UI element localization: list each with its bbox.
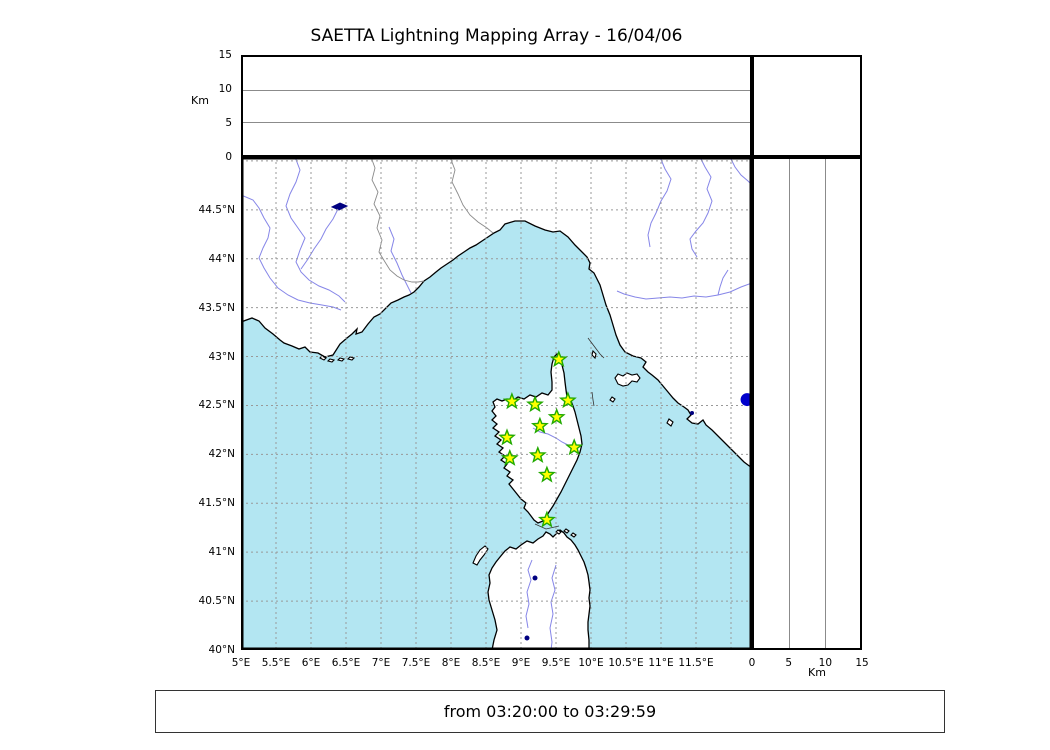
map-frame xyxy=(241,157,752,650)
river xyxy=(717,269,729,296)
lon-tick-label: 6.5°E xyxy=(331,657,361,669)
station-star xyxy=(498,428,516,446)
coast-detail-line xyxy=(591,391,595,407)
lat-tick-label: 42.5°N xyxy=(198,399,235,412)
station-star xyxy=(537,465,556,483)
small-island xyxy=(336,357,346,362)
small-island xyxy=(563,528,570,534)
admin-border xyxy=(370,157,425,283)
station-star xyxy=(502,392,521,410)
river xyxy=(285,157,346,303)
altitude-gridline xyxy=(243,122,750,124)
river xyxy=(241,194,342,311)
small-island xyxy=(666,418,674,427)
small-island xyxy=(346,356,356,361)
lake xyxy=(690,411,694,415)
lon-tick-label: 10°E xyxy=(578,657,604,669)
altitude-latitude-panel xyxy=(752,157,862,650)
map-panel xyxy=(241,157,752,650)
lon-tick-label: 11.5°E xyxy=(678,657,714,669)
river xyxy=(689,157,713,258)
river xyxy=(647,157,672,248)
lon-tick-label: 5.5°E xyxy=(261,657,291,669)
altitude-tick-label-top: 5 xyxy=(225,117,232,129)
altitude-axis-label-right: Km xyxy=(808,666,826,679)
lat-tick-label: 44°N xyxy=(208,252,235,265)
small-island xyxy=(472,545,489,566)
altitude-longitude-panel xyxy=(241,55,752,157)
lon-tick-label: 10.5°E xyxy=(608,657,644,669)
altitude-tick-label-top: 15 xyxy=(218,49,232,61)
altitude-tick-label-right: 0 xyxy=(748,657,756,669)
station-star xyxy=(558,391,577,409)
river xyxy=(549,564,557,650)
altitude-corner-box xyxy=(752,55,862,157)
lon-tick-label: 7.5°E xyxy=(401,657,431,669)
station-star xyxy=(500,448,519,466)
lake xyxy=(524,635,530,641)
small-island xyxy=(609,396,616,403)
station-star xyxy=(530,416,549,434)
small-island xyxy=(591,349,597,360)
map-plot xyxy=(241,157,752,650)
lat-tick-label: 43.5°N xyxy=(198,301,235,314)
lat-tick-label: 40.5°N xyxy=(198,595,235,608)
lat-tick-label: 43°N xyxy=(208,350,235,363)
altitude-tick-label-right: 15 xyxy=(855,657,869,669)
altitude-tick-label-right: 10 xyxy=(818,657,833,669)
lon-tick-label: 8.5°E xyxy=(471,657,501,669)
small-island xyxy=(614,372,641,387)
lon-tick-label: 7°E xyxy=(371,657,391,669)
altitude-tick-label-top: 10 xyxy=(218,83,232,95)
station-star xyxy=(526,395,544,413)
lat-tick-label: 41.5°N xyxy=(198,497,235,510)
lon-tick-label: 8°E xyxy=(441,657,461,669)
time-range-box: from 03:20:00 to 03:29:59 xyxy=(155,690,945,733)
lat-tick-label: 42°N xyxy=(208,448,235,461)
lightning-point xyxy=(740,393,752,407)
altitude-gridline xyxy=(789,159,791,648)
lon-tick-label: 5°E xyxy=(231,657,251,669)
small-island xyxy=(555,529,562,535)
lake xyxy=(532,575,538,581)
station-star xyxy=(565,438,584,456)
river xyxy=(729,157,752,186)
lon-tick-label: 9°E xyxy=(511,657,531,669)
lat-tick-label: 40°N xyxy=(208,644,235,656)
time-range-text: from 03:20:00 to 03:29:59 xyxy=(443,702,657,721)
altitude-tick-label-top: 0 xyxy=(225,151,232,163)
small-island xyxy=(326,358,336,363)
station-star xyxy=(547,407,566,425)
lat-tick-label: 41°N xyxy=(208,546,235,559)
river xyxy=(388,226,412,294)
river xyxy=(525,559,533,629)
small-island xyxy=(570,532,577,538)
lat-tick-label: 44.5°N xyxy=(198,203,235,216)
station-star xyxy=(537,510,556,528)
altitude-gridline xyxy=(243,89,750,91)
coastline-mainland xyxy=(241,157,752,469)
lake xyxy=(330,202,349,211)
station-star xyxy=(528,445,547,464)
admin-border xyxy=(449,157,494,234)
island-sardinia xyxy=(487,529,591,650)
figure-title: SAETTA Lightning Mapping Array - 16/04/0… xyxy=(310,26,683,46)
coast-detail-line xyxy=(587,337,605,359)
lon-tick-label: 6°E xyxy=(301,657,321,669)
altitude-axis-label-top: Km xyxy=(191,94,209,107)
lon-tick-label: 9.5°E xyxy=(541,657,571,669)
altitude-tick-label-right: 5 xyxy=(785,657,792,669)
coast-detail-line xyxy=(534,523,560,530)
river xyxy=(616,282,752,300)
station-star xyxy=(549,350,568,368)
lon-tick-label: 11°E xyxy=(648,657,674,669)
altitude-gridline xyxy=(824,159,826,648)
